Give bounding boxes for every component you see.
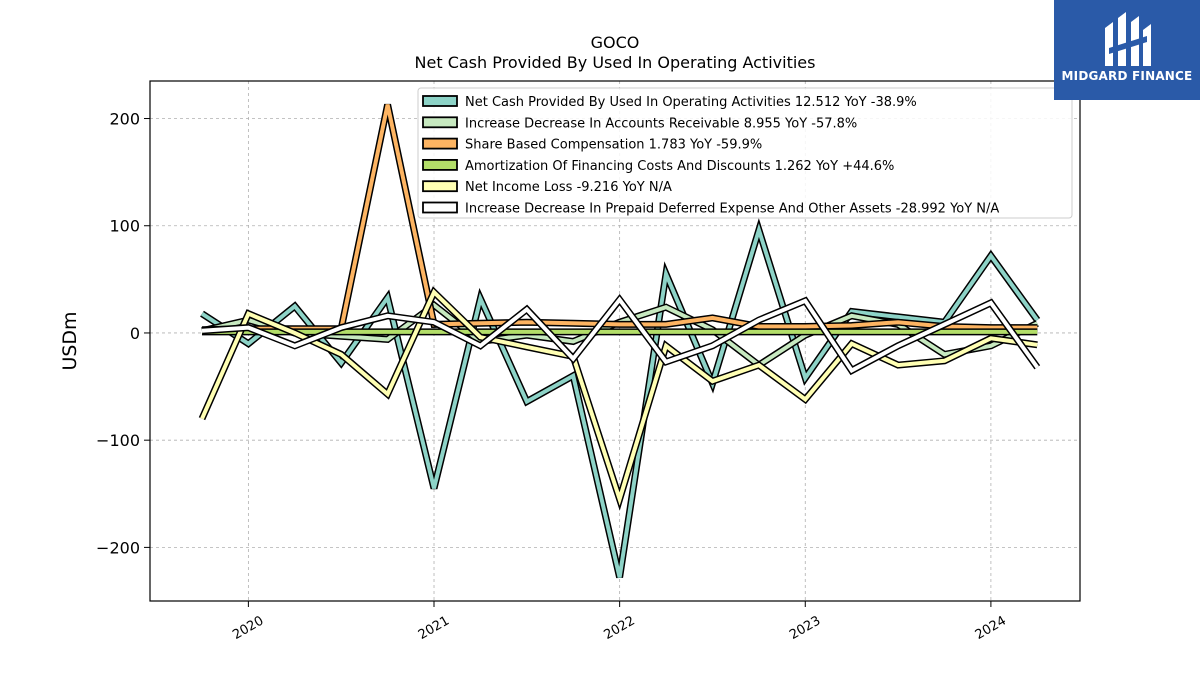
x-tick-label: 2023 [787, 613, 823, 643]
series-path [200, 223, 1039, 578]
legend-label: Share Based Compensation 1.783 YoY -59.9… [465, 138, 762, 153]
series-line-0 [200, 218, 1041, 579]
brand-logo-text: MIDGARD FINANCE [1061, 69, 1193, 83]
series-layer [198, 103, 1041, 579]
series-path [201, 296, 1039, 374]
series-line-5 [201, 293, 1041, 376]
plot-frame [149, 80, 1081, 602]
legend-label: Net Income Loss -9.216 YoY N/A [465, 180, 672, 195]
legend-box [417, 87, 1073, 219]
legend-swatch [422, 201, 458, 214]
chart-title: GOCO [591, 33, 640, 52]
legend-label: Amortization Of Financing Costs And Disc… [465, 159, 894, 174]
legend-swatch [422, 180, 458, 193]
legend-swatch [422, 116, 458, 129]
y-axis-label: USDm [59, 311, 81, 370]
legend-swatch [422, 137, 458, 150]
y-tick-label: −200 [96, 538, 140, 557]
chart-subtitle: Net Cash Provided By Used In Operating A… [415, 53, 816, 72]
legend: Net Cash Provided By Used In Operating A… [417, 87, 1073, 219]
y-tick-label: 0 [130, 324, 140, 343]
x-tick-label: 2022 [601, 613, 637, 643]
x-tick-label: 2020 [230, 613, 266, 643]
series-line-4 [198, 286, 1038, 511]
y-tick-label: −100 [96, 431, 140, 450]
legend-swatch [422, 95, 458, 107]
y-tick-label: 100 [109, 217, 140, 236]
midgard-logo-icon [1105, 12, 1151, 66]
legend-label: Increase Decrease In Prepaid Deferred Ex… [465, 202, 999, 217]
legend-label: Net Cash Provided By Used In Operating A… [465, 95, 917, 110]
legend-label: Increase Decrease In Accounts Receivable… [465, 116, 857, 131]
y-tick-label: 200 [109, 110, 140, 129]
x-tick-label: 2021 [416, 613, 452, 643]
brand-logo: MIDGARD FINANCE [1054, 0, 1200, 100]
legend-swatch [422, 158, 458, 171]
series-path [200, 288, 1038, 506]
x-tick-label: 2024 [973, 613, 1009, 643]
